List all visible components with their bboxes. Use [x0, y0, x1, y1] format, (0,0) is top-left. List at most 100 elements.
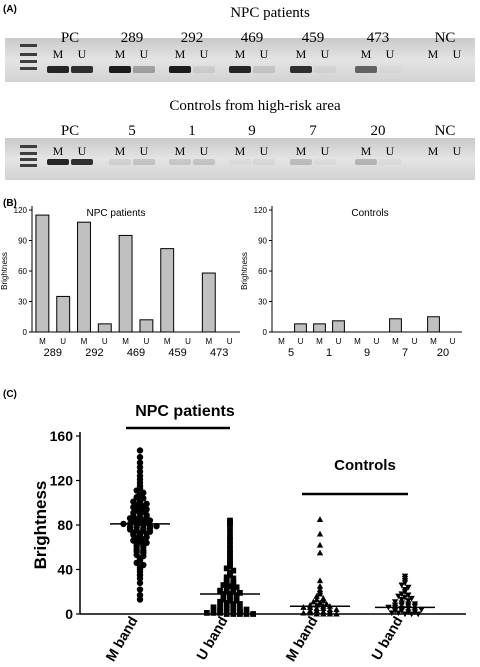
- y-tick-label: 0: [263, 328, 268, 337]
- data-point: [136, 468, 144, 475]
- band-u: [71, 66, 93, 73]
- band-m: [355, 66, 377, 73]
- panel-c-label: (C): [3, 389, 17, 400]
- data-point: [316, 516, 324, 522]
- data-point: [136, 596, 144, 603]
- data-point: [227, 597, 233, 604]
- scatter-series: [200, 517, 260, 617]
- band-u: [314, 66, 336, 73]
- data-point: [230, 567, 237, 574]
- data-point: [210, 604, 217, 611]
- group-label: 459: [168, 347, 186, 359]
- data-point: [223, 574, 230, 581]
- lane-sub-m: M: [115, 47, 126, 61]
- ladder-band: [20, 53, 37, 56]
- band-u: [193, 66, 215, 73]
- data-point: [316, 599, 324, 606]
- lane-label: NC: [435, 123, 456, 139]
- bar-label: U: [144, 337, 150, 346]
- lane-sub-m: M: [361, 47, 372, 61]
- data-point: [237, 601, 243, 607]
- data-point: [398, 600, 405, 607]
- data-point: [223, 611, 230, 617]
- panel-b-label: (B): [3, 198, 17, 209]
- lane-sub-u: U: [78, 47, 87, 61]
- data-point: [401, 611, 409, 618]
- y-tick-label: 60: [18, 267, 27, 276]
- bar-label: M: [122, 337, 129, 346]
- data-point: [223, 599, 230, 606]
- lane-label: 292: [181, 30, 204, 46]
- data-point: [136, 453, 144, 461]
- lane-sub-m: M: [175, 144, 186, 158]
- bar-chart-npc-patients: NPC patients Brightness 0 30 60 90 120 M U M U M U M U…: [0, 206, 240, 359]
- ladder-band: [20, 158, 37, 161]
- bar: [139, 319, 154, 333]
- bar: [332, 320, 345, 333]
- data-point: [398, 591, 405, 598]
- lane-sub-m: M: [235, 144, 246, 158]
- gel-2: Controls from high-risk area PCM U5M U1M U9…: [5, 98, 475, 180]
- group-label: 473: [210, 347, 228, 359]
- data-point: [395, 610, 402, 617]
- group-label: 292: [85, 347, 103, 359]
- data-point: [333, 606, 340, 613]
- data-point: [326, 606, 334, 613]
- data-point: [405, 609, 412, 615]
- bar: [294, 323, 307, 333]
- data-point: [143, 500, 150, 508]
- data-point: [227, 533, 233, 540]
- band-m: [47, 159, 69, 165]
- bar-label: M: [278, 337, 285, 346]
- band-m: [169, 159, 191, 165]
- data-point: [136, 579, 144, 587]
- data-point: [411, 606, 419, 613]
- data-point: [223, 605, 230, 612]
- group-label-controls: Controls: [334, 457, 396, 474]
- category-label: M band: [102, 614, 140, 664]
- data-point: [233, 592, 240, 598]
- bar-label: U: [298, 337, 304, 346]
- data-point: [401, 586, 409, 593]
- lane-label: 473: [367, 30, 390, 46]
- bar: [97, 323, 112, 333]
- data-point: [227, 594, 233, 601]
- data-point: [233, 595, 240, 602]
- data-point: [300, 609, 307, 616]
- bar-label: U: [227, 337, 233, 346]
- lane-sub-u: U: [453, 144, 462, 158]
- lane-sub-m: M: [175, 47, 186, 61]
- data-point: [227, 542, 233, 548]
- bar: [201, 272, 216, 333]
- data-point: [230, 575, 237, 582]
- lane-label: 9: [248, 123, 256, 139]
- band-u: [379, 159, 401, 165]
- data-point: [237, 589, 243, 596]
- y-axis-label: Brightness: [240, 252, 249, 290]
- bar-label: M: [392, 337, 399, 346]
- lane-sub-u: U: [78, 144, 87, 158]
- data-point: [316, 582, 324, 589]
- lane-label: 1: [188, 123, 196, 139]
- group-label: 7: [402, 347, 408, 359]
- data-point: [313, 593, 320, 599]
- y-tick-label: 0: [23, 328, 28, 337]
- y-tick-label: 90: [18, 237, 27, 246]
- group-label: 289: [44, 347, 62, 359]
- y-tick-label: 40: [57, 562, 73, 578]
- ladder-band: [20, 145, 37, 148]
- bar-label: U: [450, 337, 456, 346]
- lane-sub-u: U: [140, 144, 149, 158]
- lane-sub-u: U: [321, 144, 330, 158]
- bar: [313, 323, 326, 333]
- group-label: 1: [326, 347, 332, 359]
- bar-label: M: [164, 337, 171, 346]
- lane-sub-u: U: [260, 144, 269, 158]
- y-tick-label: 90: [258, 237, 267, 246]
- lane-label: 5: [128, 123, 136, 139]
- group-label: 469: [127, 347, 145, 359]
